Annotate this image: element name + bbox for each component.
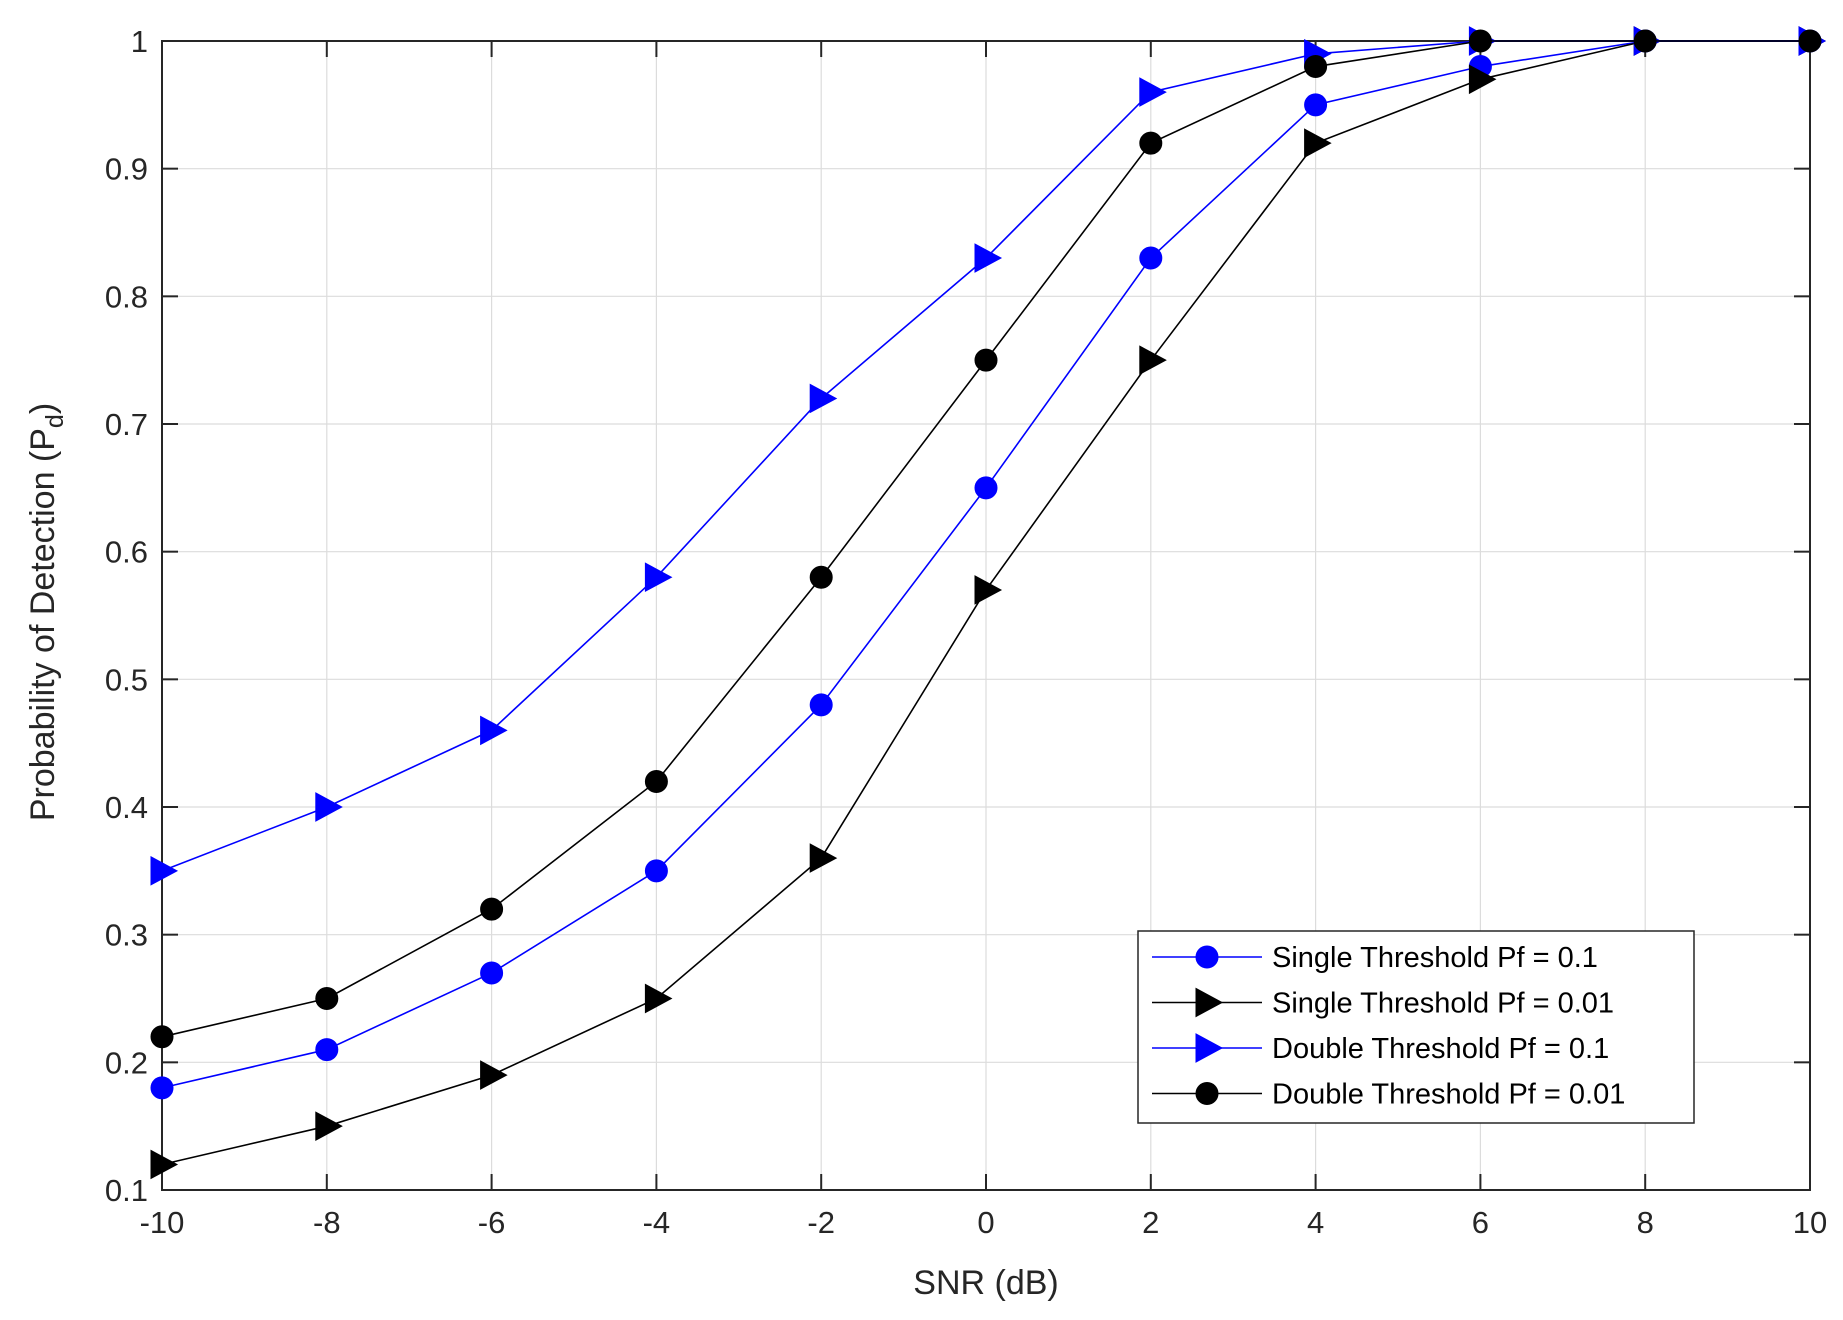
x-tick-label: -8	[313, 1205, 341, 1240]
series-3-point	[974, 243, 1003, 273]
legend-marker	[1195, 945, 1219, 969]
y-tick-label: 0.3	[105, 918, 148, 953]
series-3-point	[480, 715, 508, 746]
series-4-point	[150, 1025, 174, 1049]
y-axis-title-close: )	[24, 403, 62, 414]
series-1-point	[1304, 93, 1328, 117]
series-4-point	[974, 348, 998, 372]
series-3-point	[1139, 77, 1167, 107]
y-tick-label: 0.9	[105, 152, 148, 187]
series-4-point	[1468, 29, 1492, 53]
series-1-point	[1139, 246, 1163, 270]
series-2-point	[315, 1111, 343, 1142]
series-4-point	[1304, 55, 1328, 79]
legend-item: Double Threshold Pf = 0.1	[1152, 1033, 1609, 1065]
y-tick-label: 0.6	[105, 535, 148, 570]
x-tick-label: 2	[1142, 1205, 1159, 1240]
series-4-point	[809, 565, 833, 589]
series-1-point	[150, 1076, 174, 1100]
legend-marker	[1195, 1082, 1219, 1105]
legend-label: Single Threshold Pf = 0.01	[1272, 988, 1614, 1020]
y-tick-label: 0.8	[105, 279, 148, 314]
y-axis-title-subscript: d	[41, 414, 69, 428]
y-tick-label: 0.2	[105, 1045, 148, 1080]
legend-item: Single Threshold Pf = 0.1	[1152, 942, 1598, 974]
legend-label: Double Threshold Pf = 0.1	[1272, 1033, 1609, 1065]
x-tick-label: -2	[807, 1205, 835, 1240]
series-4-point	[480, 897, 504, 921]
y-tick-label: 0.7	[105, 407, 148, 442]
legend-marker	[1195, 1033, 1224, 1063]
series-3-point	[150, 855, 179, 886]
y-axis-title-main: Probability of Detection (P	[24, 428, 62, 821]
series-3-point	[644, 562, 673, 593]
series-4-point	[644, 769, 668, 793]
x-tick-label: 8	[1637, 1205, 1654, 1240]
y-tick-label: 0.5	[105, 662, 148, 697]
series-1-point	[809, 693, 833, 717]
series-2-point	[644, 983, 673, 1014]
x-tick-label: -10	[140, 1205, 185, 1240]
series-1-point	[315, 1038, 339, 1062]
series-4-point	[315, 987, 339, 1010]
x-tick-label: 10	[1793, 1205, 1827, 1240]
legend: Single Threshold Pf = 0.1 Single Threshol…	[1137, 930, 1695, 1124]
x-tick-label: 6	[1472, 1205, 1489, 1240]
x-axis-title: SNR (dB)	[913, 1264, 1058, 1302]
series-2-point	[974, 575, 1003, 605]
legend-box	[1137, 930, 1695, 1124]
legend-item: Single Threshold Pf = 0.01	[1152, 988, 1614, 1020]
series-layer	[150, 26, 1827, 1180]
series-1-point	[480, 961, 504, 985]
y-axis-title: Probability of Detection (Pd)	[24, 403, 69, 821]
legend-item: Double Threshold Pf = 0.01	[1152, 1079, 1625, 1111]
series-4-point	[1798, 29, 1822, 53]
x-tick-label: 4	[1307, 1205, 1324, 1240]
series-2-point	[480, 1060, 508, 1090]
series-4-point	[1139, 131, 1163, 155]
series-2-point	[1304, 128, 1332, 158]
series-3-point	[315, 792, 343, 822]
x-tick-label: -4	[643, 1205, 671, 1240]
x-axis-tick-labels: -10 -8 -6 -4 -2 0 2 4 6 8 10	[140, 1205, 1828, 1240]
series-1-point	[974, 476, 998, 500]
legend-label: Single Threshold Pf = 0.1	[1272, 942, 1598, 974]
series-4	[150, 29, 1822, 1049]
y-tick-label: 0.1	[105, 1173, 148, 1208]
x-tick-label: -6	[478, 1205, 506, 1240]
series-2-point	[809, 843, 838, 873]
y-axis-tick-labels: 0.1 0.2 0.3 0.4 0.5 0.6 0.7 0.8 0.9 1	[105, 24, 148, 1208]
legend-label: Double Threshold Pf = 0.01	[1272, 1079, 1625, 1111]
series-2-point	[1139, 345, 1167, 376]
y-tick-label: 0.4	[105, 790, 148, 825]
legend-marker	[1195, 987, 1224, 1018]
series-2-point	[1468, 64, 1497, 95]
series-2-point	[150, 1149, 179, 1180]
y-tick-label: 1	[131, 24, 148, 59]
series-4-point	[1633, 29, 1657, 53]
series-1-point	[644, 859, 668, 883]
legend-items: Single Threshold Pf = 0.1 Single Threshol…	[1152, 942, 1625, 1111]
x-tick-label: 0	[977, 1205, 994, 1240]
series-3-point	[809, 383, 838, 414]
